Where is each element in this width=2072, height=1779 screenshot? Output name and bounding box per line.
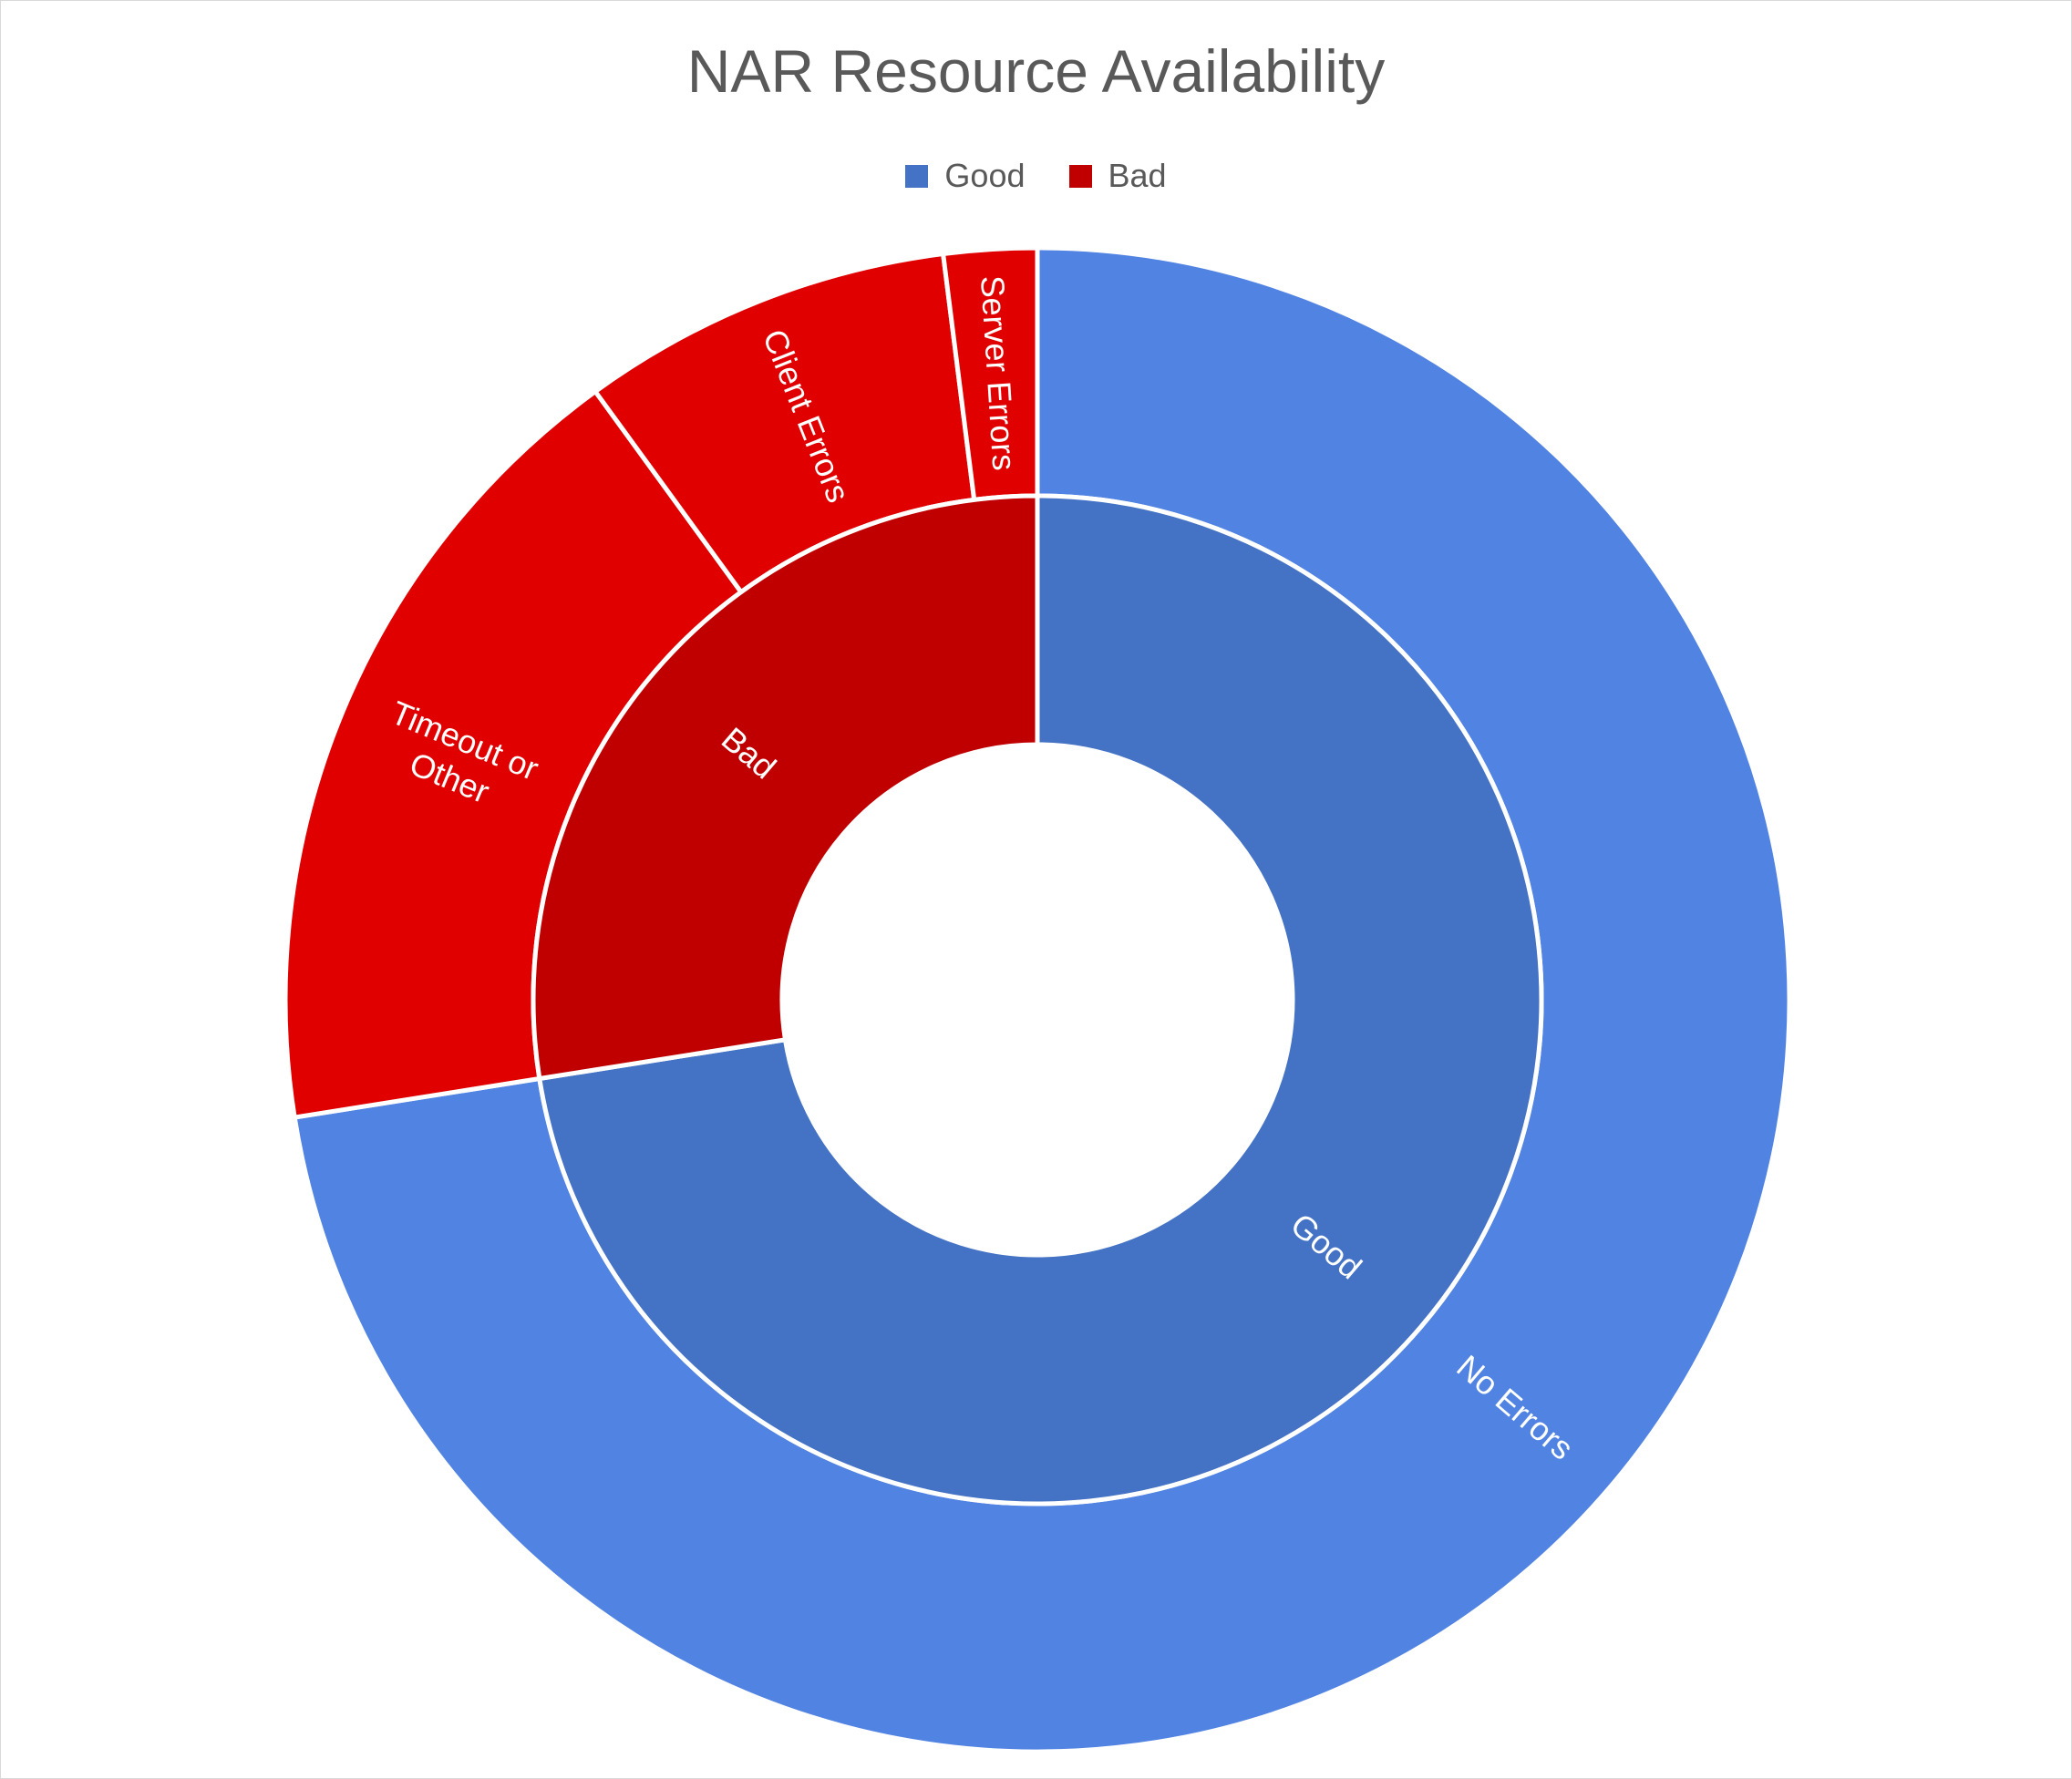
- legend: Good Bad: [1, 156, 2071, 196]
- chart-title: NAR Resource Availability: [686, 37, 1386, 105]
- legend-label-bad: Bad: [1108, 157, 1167, 194]
- legend-swatch-bad: [1068, 164, 1092, 188]
- inner-segment-good: [537, 493, 1544, 1506]
- inner-segment-bad: [531, 493, 1040, 1082]
- legend-swatch-good: [905, 164, 929, 188]
- legend-item-bad: Bad: [1068, 156, 1167, 196]
- legend-item-good: Good: [905, 156, 1026, 196]
- legend-label-good: Good: [944, 157, 1026, 194]
